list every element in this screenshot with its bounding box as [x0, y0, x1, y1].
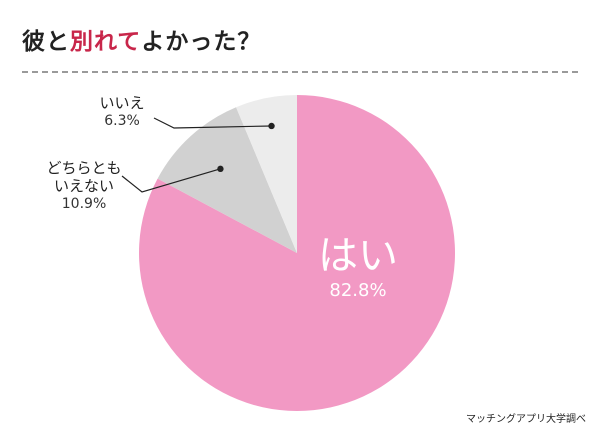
slice-value-text: 82.8%	[329, 280, 387, 301]
slice-dochiratomo-ienai-label: どちらとも いえない 10.9%	[47, 159, 122, 213]
pie-slices	[138, 95, 455, 412]
slice-label-text: いいえ	[99, 94, 145, 112]
title-part2: よかった？	[141, 29, 262, 55]
slice-value-text: 6.3%	[104, 113, 140, 129]
title-divider	[22, 71, 578, 73]
slice-label-text: どちらとも	[46, 159, 122, 177]
title-highlight: 別れて	[70, 29, 142, 55]
slice-value-text: 10.9%	[61, 196, 107, 212]
source-note: マッチングアプリ大学調べ	[466, 414, 586, 425]
title-part1: 彼と	[22, 29, 70, 55]
slice-dochiratomo-ienai	[157, 107, 297, 253]
leader-lines	[121, 117, 275, 193]
slice-iie-leader-dot	[268, 122, 275, 130]
slice-label-text: いえない	[54, 177, 115, 195]
slice-label-text: はい	[318, 233, 398, 279]
slice-iie-leader-line	[153, 117, 272, 129]
slice-iie	[236, 95, 297, 253]
slice-hai-label: はい 82.8%	[318, 233, 398, 303]
slice-dochiratomo-ienai-leader-line	[121, 168, 221, 193]
chart-title: 彼と別れてよかった？	[22, 22, 261, 56]
slice-iie-label: いいえ 6.3%	[100, 94, 145, 130]
slice-dochiratomo-ienai-leader-dot	[217, 165, 224, 173]
slice-hai	[138, 95, 455, 412]
